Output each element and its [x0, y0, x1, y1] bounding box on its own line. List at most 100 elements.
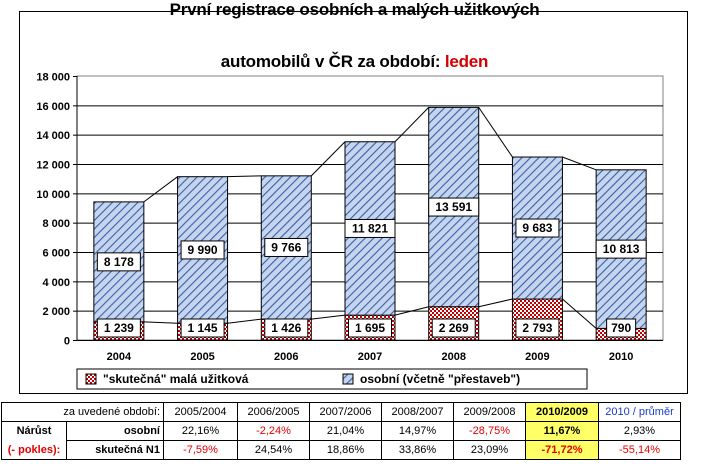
x-tick-label: 2004 — [107, 351, 132, 363]
y-tick-label: 4 000 — [42, 277, 70, 289]
chart-plot: 8 178 1 239 9 990 1 145 9 766 1 426 11 821 1 69… — [36, 72, 664, 390]
data-label-osobni: 9 683 — [522, 221, 552, 235]
col-header-highlight: 2010/2009 — [525, 402, 599, 422]
growth-table: za uvedené období: 2005/2004 2006/2005 2… — [1, 402, 681, 460]
data-label-osobni-box — [428, 197, 480, 217]
connector-line-uzitkova — [143, 321, 178, 324]
table-cell-highlight: -71,72% — [525, 440, 599, 460]
x-tick-label: 2005 — [190, 351, 214, 363]
connector-line-total — [143, 176, 178, 203]
x-tick-label: 2007 — [358, 351, 382, 363]
row-title-bottom: (- pokles): — [1, 440, 67, 460]
y-tick-label: 18 000 — [36, 72, 70, 84]
connector-line-uzitkova — [478, 298, 513, 308]
chart-title-period: leden — [444, 52, 489, 71]
y-tick-label: 10 000 — [36, 189, 70, 201]
y-tick-label: 0 — [64, 336, 70, 348]
data-label-uzitkova-box — [180, 318, 225, 338]
legend: "skutečná" malá užitková osobní (včetně "… — [76, 368, 588, 390]
data-label-uzitkova: 1 145 — [188, 321, 218, 335]
col-header-average: 2010 / průměr — [598, 402, 681, 422]
value-labels-layer: 8 178 1 239 9 990 1 145 9 766 1 426 11 821 1 69… — [96, 197, 647, 338]
row-label: osobní — [66, 421, 164, 441]
table-header-row: za uvedené období: 2005/2004 2006/2005 2… — [1, 402, 681, 422]
data-label-uzitkova-box — [431, 318, 476, 338]
col-header: 2008/2007 — [381, 402, 454, 422]
table-cell: 23,09% — [453, 440, 526, 460]
connector-line-total — [227, 175, 262, 178]
axis-layer: 0 2 000 4 000 6 000 8 000 10 000 12 000 14 000 1… — [36, 72, 663, 363]
col-header: 2006/2005 — [237, 402, 310, 422]
table-cell: 22,16% — [163, 421, 238, 441]
data-label-uzitkova: 2 793 — [522, 321, 552, 335]
data-label-osobni: 9 990 — [188, 243, 218, 257]
chart-title-prefix: automobilů v ČR za období: — [220, 52, 441, 71]
data-label-uzitkova: 2 269 — [439, 321, 469, 335]
table-cell: 2,93% — [598, 421, 681, 441]
data-label-uzitkova: 1 695 — [355, 321, 385, 335]
data-label-uzitkova: 1 426 — [271, 321, 301, 335]
data-label-osobni-box — [515, 218, 560, 238]
y-tick-label: 8 000 — [42, 218, 70, 230]
data-label-osobni: 10 813 — [603, 242, 640, 256]
col-header: 2005/2004 — [163, 402, 238, 422]
y-tick-label: 2 000 — [42, 306, 70, 318]
chart-title-line1: První registrace osobních a malých užitk… — [169, 0, 540, 19]
connector-line-total — [478, 107, 513, 158]
table-cell: -28,75% — [453, 421, 526, 441]
col-header: 2007/2006 — [309, 402, 382, 422]
connector-line-total — [310, 141, 346, 177]
col-header: 2009/2008 — [453, 402, 526, 422]
connector-line-uzitkova — [562, 298, 597, 329]
data-label-osobni-box — [264, 237, 309, 257]
data-label-uzitkova: 790 — [611, 321, 631, 335]
legend-label-osobni: osobní (včetně "přestaveb") — [360, 372, 520, 386]
data-label-osobni: 11 821 — [352, 221, 388, 235]
table-row-osobni: Nárůst osobní 22,16% -2,24% 21,04% 14,97… — [1, 421, 681, 441]
data-label-osobni-box — [344, 218, 396, 238]
connector-line-uzitkova — [394, 306, 429, 316]
data-label-osobni-box — [180, 240, 225, 260]
data-label-osobni-box — [96, 252, 141, 272]
table-cell-highlight: 11,67% — [525, 421, 599, 441]
y-tick-label: 12 000 — [36, 160, 70, 172]
y-tick-label: 16 000 — [36, 101, 70, 113]
data-label-uzitkova: 1 239 — [104, 321, 134, 335]
x-tick-label: 2006 — [274, 351, 298, 363]
x-tick-label: 2009 — [525, 351, 549, 363]
data-label-osobni: 13 591 — [435, 200, 472, 214]
connector-line-total — [562, 156, 597, 171]
x-tick-label: 2008 — [441, 351, 465, 363]
data-label-uzitkova-box — [264, 318, 309, 338]
table-cell: -2,24% — [237, 421, 310, 441]
table-cell: 18,86% — [309, 440, 382, 460]
table-header-label: za uvedené období: — [1, 402, 164, 422]
row-title-top: Nárůst — [1, 421, 67, 441]
connector-lines-layer — [143, 107, 597, 329]
data-label-osobni-box — [595, 239, 647, 259]
y-tick-label: 14 000 — [36, 130, 70, 142]
table-cell: -55,14% — [598, 440, 681, 460]
connector-line-total — [394, 107, 430, 143]
legend-box — [76, 368, 588, 390]
chart-title-line2: automobilů v ČR za období: leden — [0, 52, 709, 72]
data-label-uzitkova-box — [348, 318, 392, 338]
x-tick-label: 2010 — [609, 351, 633, 363]
data-label-osobni: 8 178 — [104, 255, 134, 269]
table-row-n1: (- pokles): skutečná N1 -7,59% 24,54% 18… — [1, 440, 681, 460]
row-label: skutečná N1 — [66, 440, 164, 460]
legend-swatch-uzitkova — [85, 373, 97, 385]
connector-line-uzitkova — [311, 314, 346, 320]
table-cell: -7,59% — [163, 440, 238, 460]
table-cell: 24,54% — [237, 440, 310, 460]
table-cell: 21,04% — [309, 421, 382, 441]
legend-label-uzitkova: "skutečná" malá užitková — [103, 372, 249, 386]
data-label-uzitkova-box — [96, 318, 141, 338]
table-cell: 33,86% — [381, 440, 454, 460]
table-cell: 14,97% — [381, 421, 454, 441]
data-label-osobni: 9 766 — [271, 240, 301, 254]
legend-swatch-osobni — [342, 373, 354, 385]
connector-line-uzitkova — [227, 318, 262, 324]
y-tick-label: 6 000 — [42, 248, 70, 260]
data-label-uzitkova-box — [606, 318, 637, 338]
